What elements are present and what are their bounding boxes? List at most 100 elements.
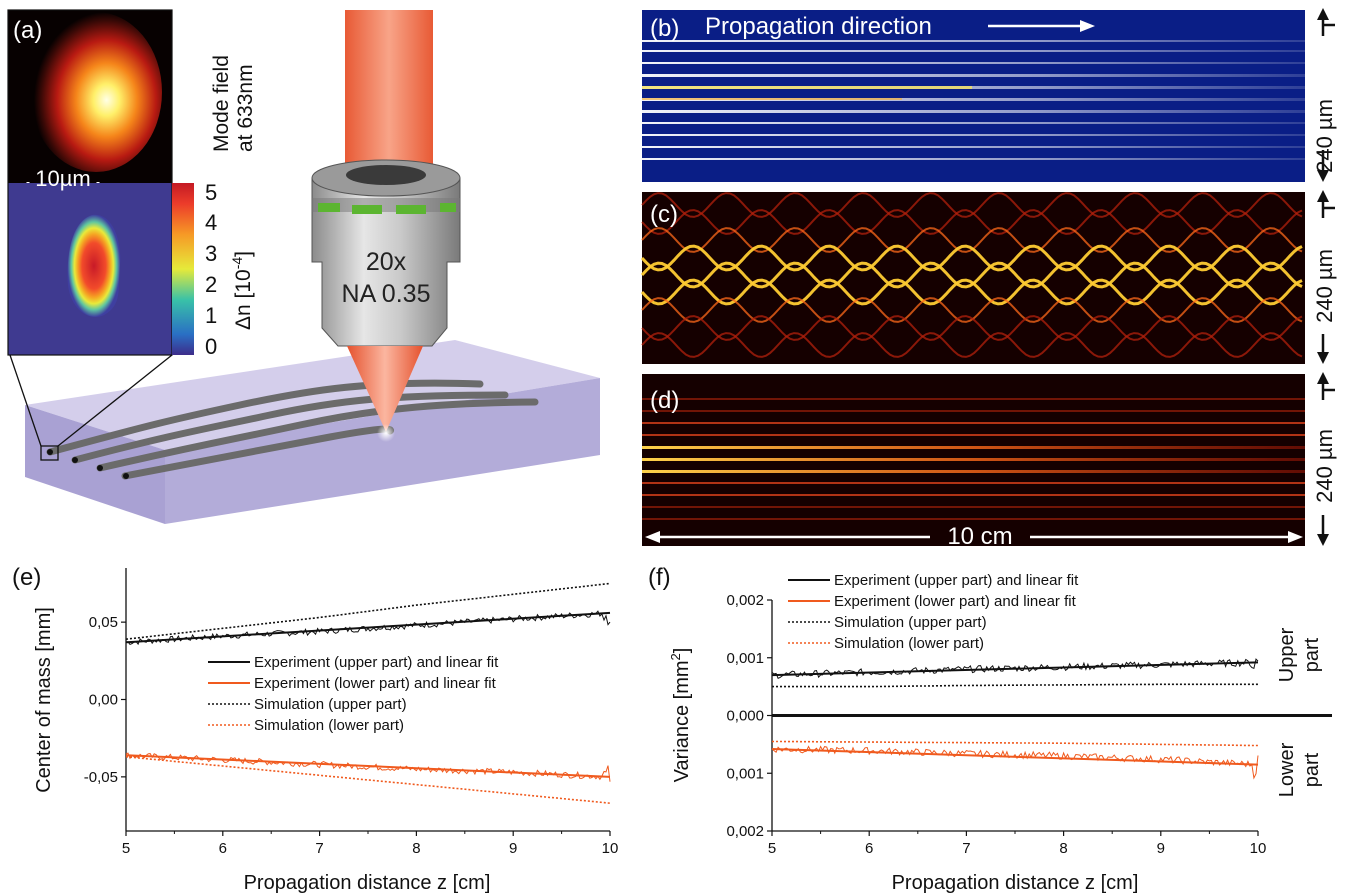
region-label-lower-part: part (1301, 752, 1323, 787)
mode-stripe-d (642, 470, 1305, 473)
chart-f-ylabel: Variance [mm2] (668, 648, 693, 783)
mode-stripe-b (642, 158, 1305, 160)
linear-fit (771, 661, 1259, 677)
x-tick-label: 9 (1157, 840, 1165, 857)
mode-field-label: Mode field (210, 55, 233, 152)
side-scale-label-d: 240 µm (1312, 429, 1337, 503)
legend-label: Simulation (lower part) (254, 717, 404, 734)
region-label-upper-part: part (1301, 637, 1323, 672)
legend-label: Simulation (lower part) (834, 635, 984, 652)
mode-stripe-d (642, 398, 1305, 400)
mode-stripe-b (642, 122, 1305, 124)
x-tick-label: 10 (602, 840, 619, 857)
legend-label: Simulation (upper part) (254, 696, 407, 713)
glass-block-front (25, 405, 165, 524)
mode-stripe-d (642, 518, 1305, 520)
linear-fit (125, 754, 611, 778)
side-scales (1317, 8, 1335, 546)
colorbar-ticks: 5 4 3 2 1 0 (205, 180, 217, 359)
x-tick-label: 8 (1059, 840, 1067, 857)
svg-text:0: 0 (205, 334, 217, 359)
panel-c-waves (640, 192, 1303, 358)
mode-wave-c (640, 244, 1303, 272)
chart-e-ylabel: Center of mass [mm] (33, 607, 55, 793)
mode-wave-c (640, 278, 1303, 306)
y-tick-label: 0,002 (726, 823, 764, 840)
inset-border (7, 9, 173, 356)
panel-d-stripes (642, 398, 1305, 520)
objective-na: NA 0.35 (342, 280, 431, 308)
mode-stripe-b (642, 134, 1305, 136)
panel-label-c: (c) (650, 201, 678, 228)
mode-wave-c (641, 315, 1303, 341)
x-tick-label: 6 (219, 840, 227, 857)
region-label-upper: Upper (1276, 627, 1298, 682)
focused-beam-cone (347, 346, 423, 432)
chart-f: (f) 5 6 7 8 9 10 0,002 0,001 0,000 0,001 0,002 Expe… (648, 564, 1332, 893)
panel-label-b: (b) (650, 15, 679, 42)
x-tick-label: 6 (865, 840, 873, 857)
colorbar (172, 183, 194, 355)
propagation-label: Propagation direction (705, 13, 932, 40)
legend-label: Experiment (upper part) and linear fit (254, 654, 499, 671)
linear-fit (771, 747, 1259, 766)
legend-label: Experiment (upper part) and linear fit (834, 572, 1079, 589)
colorbar-label: Δn [10-4] (229, 251, 255, 330)
propagation-arrow (988, 20, 1095, 32)
panel-b: (b) Propagation direction (642, 10, 1305, 182)
x-tick-label: 9 (509, 840, 517, 857)
legend-label: Simulation (upper part) (834, 614, 987, 631)
zoom-line-left (9, 354, 42, 447)
panel-d: (d) 10 cm (642, 374, 1305, 550)
chart-e: (e) 5 6 7 8 9 10 0,05 0,00 -0,05 Experiment (uppe… (12, 564, 618, 893)
panel-label-e: (e) (12, 564, 41, 591)
index-change-profile (67, 214, 121, 317)
linear-fit (125, 611, 611, 644)
legend-label: Experiment (lower part) and linear fit (834, 593, 1077, 610)
x-tick-label: 7 (962, 840, 970, 857)
zoom-box (40, 445, 59, 461)
panel-a: 20x NA 0.35 10µm (a) 5 4 3 2 1 0 Mode fi… (7, 9, 600, 524)
mode-stripe-d (642, 434, 1305, 436)
objective-green-band (318, 203, 456, 214)
panel-label-f: (f) (648, 564, 671, 591)
mode-stripe-b (642, 50, 1305, 52)
mode-stripe-b (642, 110, 1305, 113)
mode-stripe-d (642, 506, 1305, 508)
mode-stripe-b-bright (642, 98, 902, 100)
chart-f-xlabel: Propagation distance z [cm] (892, 872, 1139, 893)
mode-stripe-b (642, 74, 1305, 77)
side-scale-d (1317, 372, 1335, 546)
mode-wave-c (641, 209, 1303, 235)
x-tick-label: 8 (412, 840, 420, 857)
length-label: 10 cm (947, 523, 1012, 550)
panel-c-image (642, 192, 1305, 364)
panel-c: (c) (640, 192, 1305, 364)
chart-e-xlabel: Propagation distance z [cm] (244, 872, 491, 893)
series-line (771, 658, 1259, 679)
panel-b-image (642, 10, 1305, 182)
svg-text:2: 2 (205, 272, 217, 297)
y-tick-label: 0,000 (726, 708, 764, 725)
svg-text:3: 3 (205, 241, 217, 266)
side-scale-label-c: 240 µm (1312, 249, 1337, 323)
svg-text:4: 4 (205, 210, 217, 235)
mode-wave-c (641, 332, 1303, 358)
y-tick-label: 0,001 (726, 765, 764, 782)
panel-b-stripes (642, 40, 1305, 160)
chart-f-plot: 5 6 7 8 9 10 0,002 0,001 0,000 0,001 0,002 Experime… (726, 572, 1332, 857)
region-label-lower: Lower (1276, 742, 1298, 797)
length-arrow (645, 531, 1303, 543)
x-tick-label: 5 (122, 840, 130, 857)
side-scale-label-b: 240 µm (1312, 99, 1337, 173)
y-tick-label: 0,00 (89, 692, 118, 709)
mode-stripe-d (642, 446, 1305, 449)
objective-magnification: 20x (366, 248, 407, 276)
panel-label-a: (a) (13, 17, 42, 44)
series-line (125, 755, 611, 804)
series-line (772, 740, 1258, 747)
series-line (125, 752, 611, 782)
objective-lens: 20x NA 0.35 (311, 159, 461, 347)
y-tick-label: 0,002 (726, 592, 764, 609)
